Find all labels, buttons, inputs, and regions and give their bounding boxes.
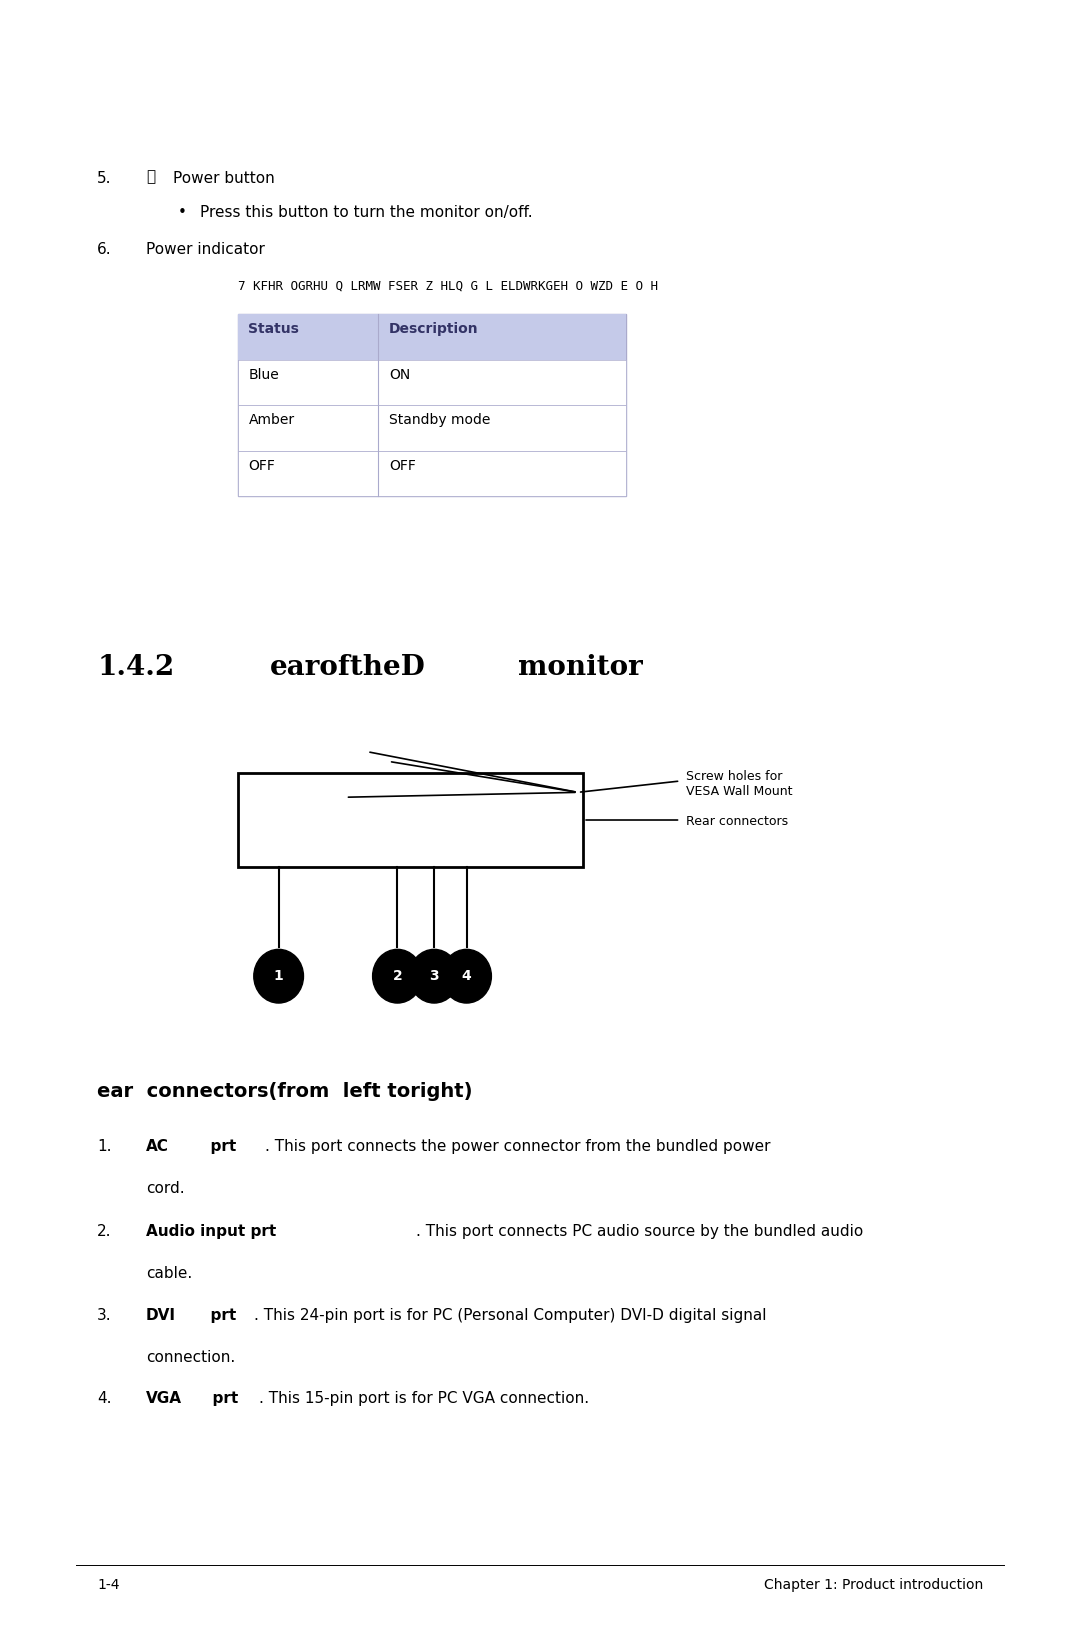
Text: DVI: DVI [146,1308,176,1323]
Text: 2.: 2. [97,1224,111,1238]
Text: cable.: cable. [146,1266,192,1280]
Text: Chapter 1: Product introduction: Chapter 1: Product introduction [764,1578,983,1593]
Text: Amber: Amber [248,413,295,428]
FancyBboxPatch shape [238,314,626,496]
Text: 1-4: 1-4 [97,1578,120,1593]
Text: 3: 3 [430,970,438,983]
Text: 1.4.2: 1.4.2 [97,654,175,682]
Ellipse shape [373,949,422,1002]
Text: Press this button to turn the monitor on/off.: Press this button to turn the monitor on… [200,205,532,220]
Text: Screw holes for
VESA Wall Mount: Screw holes for VESA Wall Mount [686,770,793,797]
Text: Description: Description [389,322,478,337]
Text: monitor: monitor [518,654,644,682]
Text: VGA: VGA [146,1391,181,1406]
Text: AC: AC [146,1139,168,1154]
Text: Status: Status [248,322,299,337]
FancyBboxPatch shape [238,405,626,451]
Text: connection.: connection. [146,1350,235,1365]
Text: Power button: Power button [173,171,274,185]
Ellipse shape [409,949,459,1002]
Text: 1: 1 [273,970,284,983]
Text: earoftheD: earoftheD [270,654,426,682]
FancyBboxPatch shape [238,773,583,867]
FancyBboxPatch shape [238,451,626,496]
Text: 1.: 1. [97,1139,111,1154]
Text: OFF: OFF [389,459,416,473]
Text: ear  connectors(from  left toright): ear connectors(from left toright) [97,1082,473,1101]
Text: 6.: 6. [97,242,112,257]
Text: •: • [178,205,187,220]
Text: Rear connectors: Rear connectors [686,815,788,828]
FancyBboxPatch shape [238,314,626,360]
Text: 3.: 3. [97,1308,112,1323]
Text: Standby mode: Standby mode [389,413,490,428]
Text: 2: 2 [392,970,403,983]
Text: . This port connects the power connector from the bundled power: . This port connects the power connector… [265,1139,770,1154]
Text: OFF: OFF [248,459,275,473]
Text: ⏻: ⏻ [146,169,154,184]
Text: 5.: 5. [97,171,111,185]
Text: Power indicator: Power indicator [146,242,265,257]
Text: Audio input prt: Audio input prt [146,1224,276,1238]
Text: ON: ON [389,368,410,382]
Text: 7 KFHR OGRHU Q LRMW FSER Z HLQ G L ELDWRKGEH O WZD E O H: 7 KFHR OGRHU Q LRMW FSER Z HLQ G L ELDWR… [238,280,658,293]
Ellipse shape [254,949,303,1002]
Text: . This port connects PC audio source by the bundled audio: . This port connects PC audio source by … [416,1224,863,1238]
Text: prt: prt [200,1139,237,1154]
Text: . This 15-pin port is for PC VGA connection.: . This 15-pin port is for PC VGA connect… [259,1391,590,1406]
Text: 4: 4 [461,970,472,983]
Text: . This 24-pin port is for PC (Personal Computer) DVI-D digital signal: . This 24-pin port is for PC (Personal C… [254,1308,767,1323]
FancyBboxPatch shape [238,360,626,405]
Text: Blue: Blue [248,368,279,382]
Text: prt: prt [202,1391,239,1406]
Text: 4.: 4. [97,1391,111,1406]
Text: prt: prt [200,1308,237,1323]
Text: cord.: cord. [146,1181,185,1196]
Ellipse shape [442,949,491,1002]
